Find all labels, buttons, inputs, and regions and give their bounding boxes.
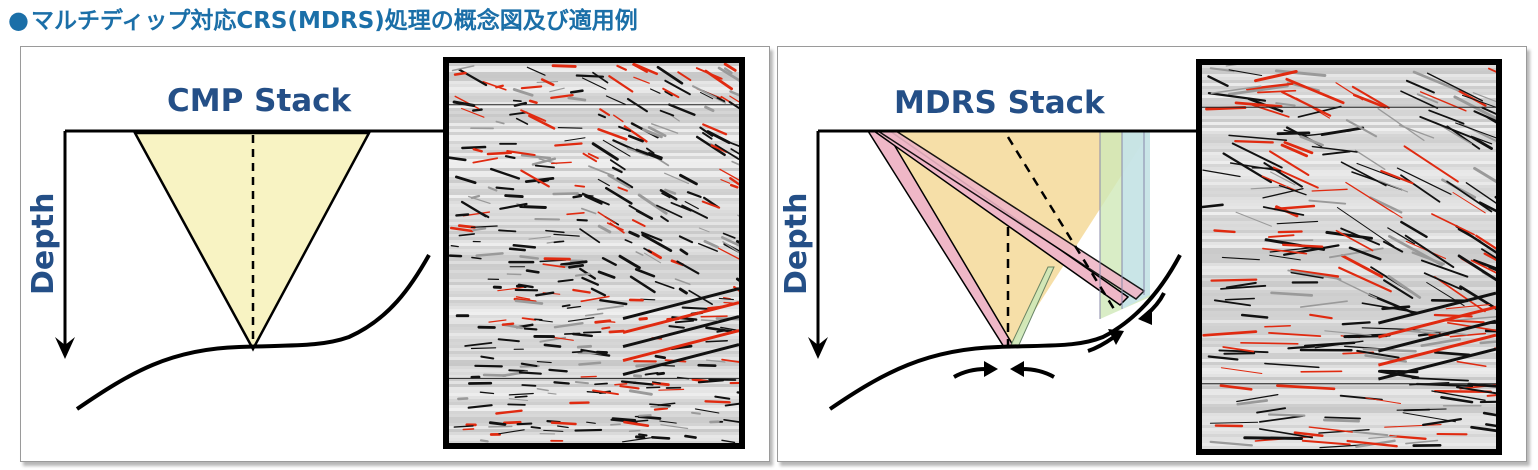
page-title-text: マルチディップ対応CRS(MDRS)処理の概念図及び適用例: [30, 8, 638, 34]
arrow-right-lower-icon: [953, 367, 987, 379]
mdrs-fan-blue: [1122, 131, 1150, 309]
bullet-circle-icon: ●: [8, 6, 29, 34]
arrowhead-icon: [1138, 307, 1152, 325]
reflector-curve: [75, 254, 431, 411]
mdrs-seismic-image: [1202, 65, 1496, 449]
depth-label: Depth: [779, 193, 814, 295]
reflector-curve: [828, 254, 1182, 411]
mdrs-heading: MDRS Stack: [894, 85, 1106, 121]
lateral-arrows: [953, 292, 1166, 379]
arrowhead-icon: [1010, 361, 1024, 377]
mdrs-stack-panel: MDRS Stack Depth: [777, 46, 1527, 462]
arrowhead-icon: [984, 361, 998, 377]
depth-label: Depth: [26, 193, 61, 295]
arrowhead-icon: [1108, 329, 1124, 345]
page-title: ●マルチディップ対応CRS(MDRS)処理の概念図及び適用例: [8, 2, 638, 38]
arrow-right-upper-icon: [1087, 335, 1116, 353]
cmp-heading: CMP Stack: [167, 83, 353, 119]
cmp-seismic-image: [449, 63, 739, 443]
cmp-diagram: CMP Stack Depth: [26, 83, 443, 411]
mdrs-dashed-line-diag: [1006, 136, 1116, 310]
arrow-left-lower-icon: [1021, 367, 1055, 379]
mdrs-seismic-section: [1196, 59, 1502, 455]
depth-arrow-icon: [808, 337, 828, 359]
cmp-seismic-section: [443, 57, 745, 449]
arrowheads: [984, 307, 1152, 377]
cmp-stack-panel: CMP Stack Depth: [20, 46, 770, 462]
mdrs-diagram: MDRS Stack Depth: [779, 85, 1196, 411]
depth-arrow-icon: [55, 337, 75, 359]
mdrs-fan-main: [868, 131, 1150, 349]
